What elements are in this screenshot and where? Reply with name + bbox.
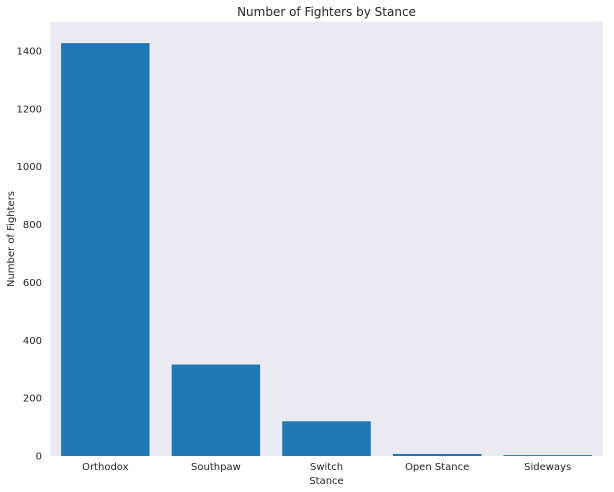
bar-orthodox [61,43,150,457]
y-tick-label: 400 [23,336,42,347]
x-axis-label: Stance [309,476,343,487]
x-tick-label: Southpaw [191,462,241,473]
chart-title: Number of Fighters by Stance [237,5,416,19]
y-tick-label: 1200 [17,104,42,115]
y-tick-label: 1000 [17,162,42,173]
x-tick-label: Orthodox [82,462,129,473]
y-tick-label: 600 [23,278,42,289]
y-axis-label: Number of Fighters [6,191,17,287]
bar-southpaw [171,364,261,456]
y-tick-label: 0 [36,452,42,463]
bars-group [61,43,592,457]
x-tick-label: Sideways [524,462,571,473]
y-tick-label: 800 [23,220,42,231]
y-tick-label: 200 [23,394,42,405]
x-tick-label: Switch [310,462,343,473]
y-axis-ticks: 0 200 400 600 800 1000 1200 1400 [17,46,42,462]
bar-open-stance [392,453,482,456]
bar-sideways [503,455,592,456]
y-tick-label: 1400 [17,46,42,57]
bar-switch [282,421,371,456]
x-tick-label: Open Stance [405,462,469,473]
x-axis-ticks: Orthodox Southpaw Switch Open Stance Sideway… [82,462,571,473]
